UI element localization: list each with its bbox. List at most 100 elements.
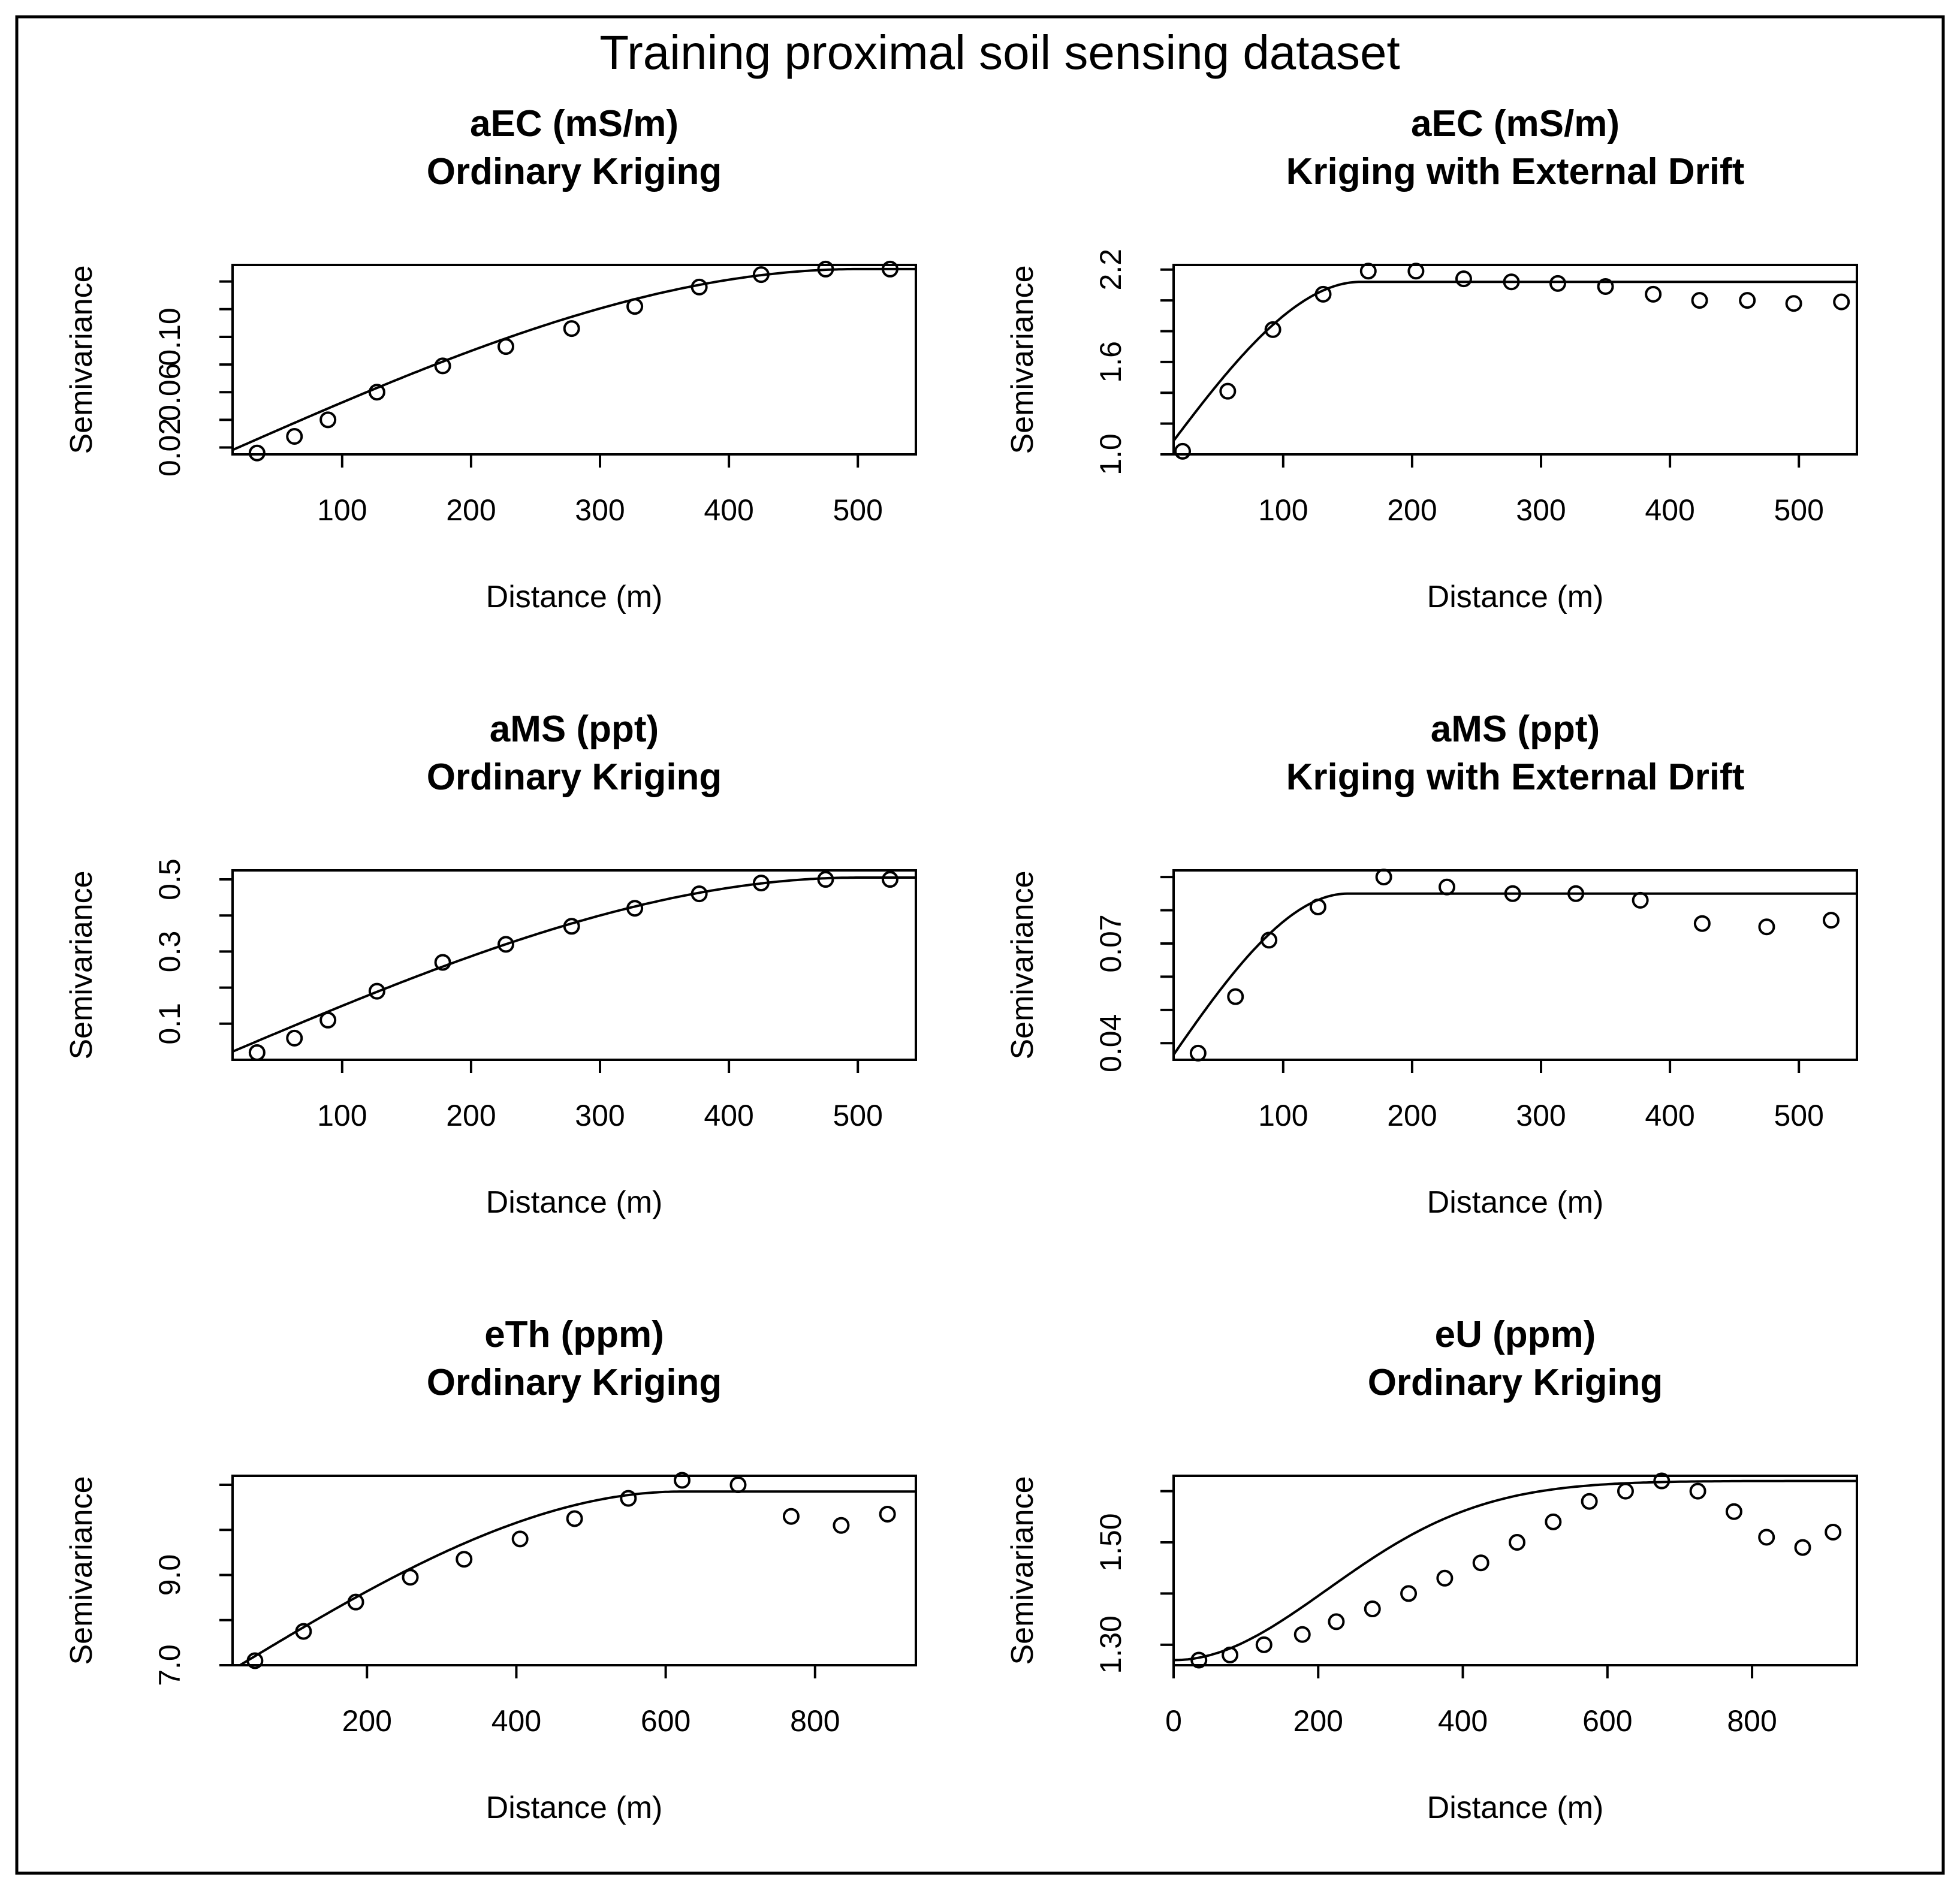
x-tick-label: 800 — [1727, 1704, 1777, 1738]
x-tick-label: 0 — [1165, 1704, 1182, 1738]
data-point — [1785, 295, 1802, 312]
x-tick-label: 500 — [833, 1099, 882, 1132]
x-tick-label: 400 — [491, 1704, 541, 1738]
x-tick-label: 200 — [1293, 1704, 1343, 1738]
data-point — [368, 384, 385, 401]
data-point — [248, 1044, 266, 1061]
data-point — [248, 444, 266, 462]
data-point — [566, 1510, 583, 1527]
data-point — [1328, 1613, 1345, 1630]
y-tick-label: 0.04 — [1094, 1014, 1127, 1072]
data-point — [1309, 898, 1326, 915]
data-point — [674, 1472, 691, 1489]
y-tick-label: 0.5 — [153, 858, 186, 900]
x-tick-label: 200 — [446, 493, 496, 527]
data-point — [1436, 1569, 1454, 1587]
x-axis-label: Distance (m) — [1427, 1790, 1604, 1825]
y-axis-label: Semivariance — [1005, 265, 1040, 454]
data-point — [1825, 1523, 1842, 1541]
data-point — [1261, 932, 1278, 949]
y-tick-label: 1.0 — [1094, 433, 1127, 475]
x-axis-label: Distance (m) — [1427, 580, 1604, 614]
data-point — [1190, 1651, 1208, 1669]
data-point — [497, 936, 514, 953]
panel-title: eU (ppm) — [1435, 1314, 1596, 1355]
data-point — [881, 871, 898, 888]
data-point — [1314, 285, 1332, 303]
data-point — [563, 918, 580, 935]
data-point — [295, 1623, 312, 1640]
figure-border — [15, 15, 1945, 1875]
model-curve — [1174, 281, 1857, 442]
panel-subtitle: Ordinary Kriging — [1368, 1362, 1663, 1403]
data-point — [1503, 273, 1520, 291]
data-point — [368, 982, 385, 1000]
x-tick-label: 300 — [1516, 1099, 1566, 1132]
data-point — [752, 266, 770, 284]
data-point — [690, 278, 708, 296]
y-tick-label: 9.0 — [153, 1554, 186, 1596]
plot-box — [231, 869, 917, 1061]
y-axis-label: Semivariance — [1005, 1476, 1040, 1665]
x-tick-label: 200 — [1387, 1099, 1437, 1132]
data-point — [1833, 293, 1850, 311]
model-curve — [233, 876, 916, 1053]
data-point — [1653, 1472, 1670, 1490]
data-point — [1693, 915, 1711, 932]
x-tick-label: 400 — [704, 1099, 753, 1132]
y-tick-label: 0.10 — [153, 308, 186, 366]
plot-box — [231, 264, 917, 456]
data-point — [1439, 878, 1455, 896]
model-curve — [237, 1490, 916, 1665]
y-tick-label: 0.1 — [153, 1003, 186, 1045]
data-point — [1794, 1539, 1811, 1556]
plot-box — [1172, 869, 1858, 1061]
model-curve — [1174, 892, 1857, 1056]
model-curve — [233, 267, 916, 451]
data-point — [286, 428, 303, 445]
x-tick-label: 400 — [704, 493, 753, 527]
y-tick-label: 0.06 — [153, 363, 186, 421]
model-curve — [1174, 1479, 1857, 1662]
data-point — [1504, 885, 1521, 902]
x-axis-label: Distance (m) — [1427, 1185, 1604, 1220]
panel-title: aMS (ppt) — [490, 709, 659, 750]
x-tick-label: 300 — [1516, 493, 1566, 527]
data-point — [1364, 1600, 1381, 1618]
data-point — [620, 1490, 637, 1507]
panel-3: aMS (ppt) Ordinary Kriging 100 200 300 400 500… — [64, 709, 917, 1220]
x-tick-label: 200 — [1387, 493, 1437, 527]
data-point — [833, 1517, 850, 1534]
panel-subtitle: Ordinary Kriging — [427, 1362, 722, 1403]
x-tick-label: 600 — [641, 1704, 690, 1738]
data-point — [402, 1569, 419, 1586]
x-axis-label: Distance (m) — [486, 1185, 663, 1220]
x-axis-label: Distance (m) — [486, 580, 663, 614]
x-tick-label: 100 — [1258, 493, 1308, 527]
data-point — [1758, 1529, 1775, 1546]
panel-1: aEC (mS/m) Ordinary Kriging 100 200 300 400 50… — [64, 103, 917, 614]
data-point — [1375, 869, 1392, 886]
x-tick-label: 400 — [1645, 1099, 1694, 1132]
data-point — [1219, 382, 1237, 400]
panel-5: eTh (ppm) Ordinary Kriging 200 400 600 800 7.0… — [64, 1314, 917, 1825]
data-point — [1293, 1626, 1311, 1643]
y-tick-label: 7.0 — [153, 1644, 186, 1686]
data-point — [347, 1593, 364, 1611]
data-point — [1400, 1585, 1418, 1602]
figure-title: Training proximal soil sensing dataset — [599, 26, 1400, 79]
data-point — [286, 1029, 303, 1047]
data-point — [752, 875, 770, 892]
x-tick-label: 100 — [317, 1099, 367, 1132]
data-point — [1455, 270, 1472, 288]
panel-subtitle: Kriging with External Drift — [1286, 756, 1745, 798]
data-point — [1822, 912, 1840, 929]
data-point — [319, 1011, 337, 1029]
y-tick-label: 1.50 — [1094, 1513, 1127, 1571]
data-point — [1632, 891, 1649, 909]
y-tick-label: 1.6 — [1094, 341, 1127, 383]
data-point — [817, 871, 834, 888]
x-tick-label: 500 — [1774, 493, 1823, 527]
y-axis-label: Semivariance — [64, 1476, 99, 1665]
